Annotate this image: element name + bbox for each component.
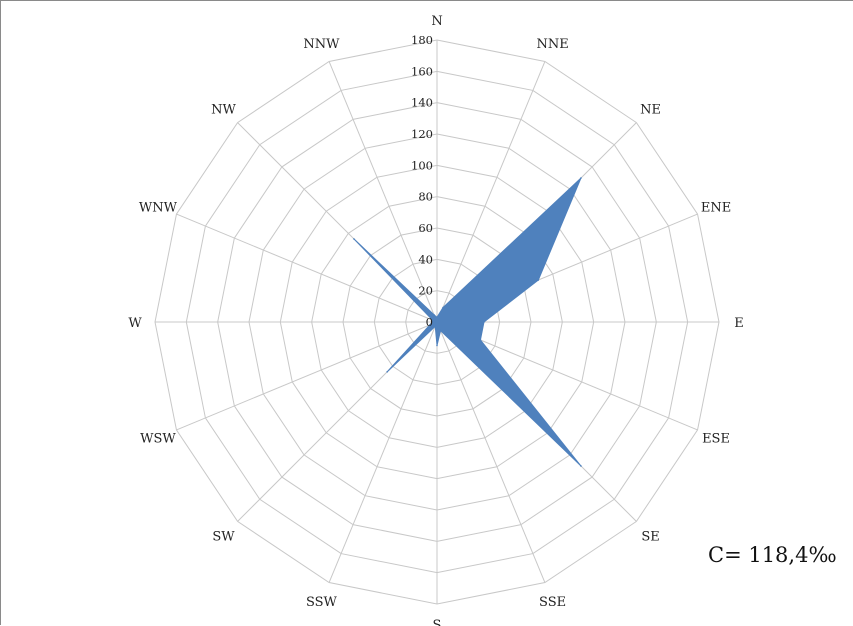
direction-label-w: W (128, 316, 142, 331)
data-point-w (431, 321, 434, 323)
r-tick-label: 20 (418, 284, 433, 298)
r-tick-label: 0 (426, 315, 433, 329)
data-point-nnw (433, 313, 435, 316)
direction-label-e: E (734, 316, 744, 331)
direction-label-ssw: SSW (306, 595, 338, 610)
data-point-nne (442, 306, 444, 309)
calm-annotation: C= 118,4‰ (708, 543, 837, 567)
direction-label-n: N (431, 14, 442, 29)
direction-label-se: SE (641, 530, 659, 545)
r-tick-label: 180 (411, 33, 433, 47)
data-point-wnw (431, 319, 434, 322)
direction-label-wnw: WNW (139, 200, 178, 215)
r-tick-label: 140 (411, 96, 433, 110)
grid-spoke (328, 321, 438, 583)
direction-label-nw: NW (211, 102, 236, 117)
r-tick-label: 100 (411, 158, 433, 172)
direction-label-sse: SSE (539, 595, 566, 610)
data-point-nw (353, 238, 355, 240)
data-point-sw (386, 371, 388, 373)
grid-spoke (328, 61, 438, 323)
r-tick-label: 160 (411, 64, 433, 78)
r-tick-label: 120 (411, 127, 433, 141)
direction-label-ese: ESE (702, 432, 730, 447)
direction-label-ene: ENE (701, 200, 731, 215)
direction-label-nne: NNE (536, 37, 568, 52)
data-point-ene (537, 279, 540, 281)
data-point-ese (479, 339, 482, 341)
grid-spoke (436, 321, 546, 583)
data-point-n (436, 316, 438, 319)
data-point-e (483, 321, 485, 323)
data-point-s (436, 344, 438, 347)
direction-label-sw: SW (212, 530, 235, 545)
direction-label-ne: NE (640, 102, 661, 117)
direction-label-s: S (433, 618, 442, 626)
grid-spoke (176, 321, 438, 431)
data-point-se (580, 465, 582, 467)
data-point-ne (580, 177, 582, 179)
r-tick-label: 80 (418, 190, 433, 204)
data-point-sse (439, 329, 442, 332)
data-point-ssw (434, 325, 437, 328)
r-tick-label: 40 (418, 252, 433, 266)
grid-spoke (176, 213, 438, 323)
direction-label-nnw: NNW (303, 37, 340, 52)
data-point-wsw (428, 324, 431, 326)
direction-label-wsw: WSW (140, 432, 176, 447)
grid-spoke (436, 61, 546, 323)
r-tick-label: 60 (418, 221, 433, 235)
